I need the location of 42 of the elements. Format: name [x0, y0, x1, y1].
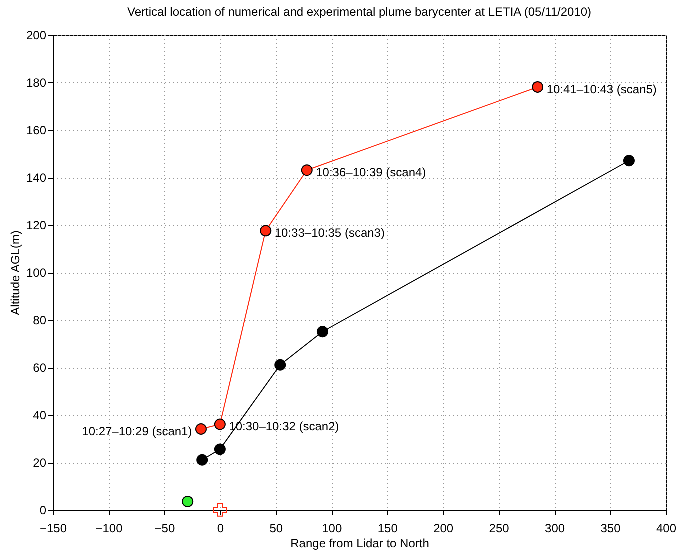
y-tick-label: 20 — [33, 456, 47, 470]
y-tick-label: 120 — [26, 218, 47, 232]
x-tick-label: −50 — [154, 522, 176, 536]
annotation: 10:41–10:43 (scan5) — [546, 82, 657, 96]
y-tick-label: 60 — [33, 361, 47, 375]
point — [316, 326, 328, 338]
y-tick-label: 200 — [26, 28, 47, 42]
x-axis-title: Range from Lidar to North — [290, 536, 430, 550]
y-tick-label: 100 — [26, 266, 47, 280]
annotation: 10:36–10:39 (scan4) — [316, 165, 426, 180]
annotation: 10:27–10:29 (scan1) — [82, 424, 192, 438]
y-tick-label: 40 — [33, 408, 47, 422]
x-tick-label: −100 — [96, 522, 124, 536]
chart-title: Vertical location of numerical and experimental plume barycenter at LETIA (05/11/2010) — [127, 5, 592, 19]
point — [196, 454, 208, 466]
point — [260, 225, 272, 237]
x-tick-label: 250 — [489, 522, 510, 536]
point — [301, 164, 313, 176]
y-tick-label: 180 — [26, 76, 47, 90]
y-tick-label: 0 — [40, 504, 47, 518]
x-tick-label: 100 — [322, 522, 342, 536]
point — [213, 503, 228, 517]
x-tick-label: 350 — [600, 522, 622, 536]
x-tick-label: 150 — [378, 522, 398, 536]
x-tick-label: 0 — [217, 522, 224, 536]
x-tick-label: 200 — [434, 522, 454, 536]
point — [274, 359, 286, 371]
point — [623, 155, 635, 167]
x-tick-label: −150 — [40, 522, 68, 536]
x-tick-label: 400 — [656, 522, 677, 536]
point — [532, 82, 544, 93]
x-tick-label: 300 — [545, 522, 566, 536]
x-tick-label: 50 — [270, 522, 284, 536]
point — [195, 424, 207, 435]
point — [182, 496, 194, 508]
y-tick-label: 80 — [33, 314, 47, 328]
y-axis-title: Altitude AGL(m) — [8, 230, 22, 316]
annotation: 10:33–10:35 (scan3) — [274, 226, 385, 240]
y-tick-label: 140 — [26, 171, 47, 185]
point — [214, 444, 226, 456]
point — [214, 418, 226, 430]
y-tick-label: 160 — [26, 124, 47, 138]
